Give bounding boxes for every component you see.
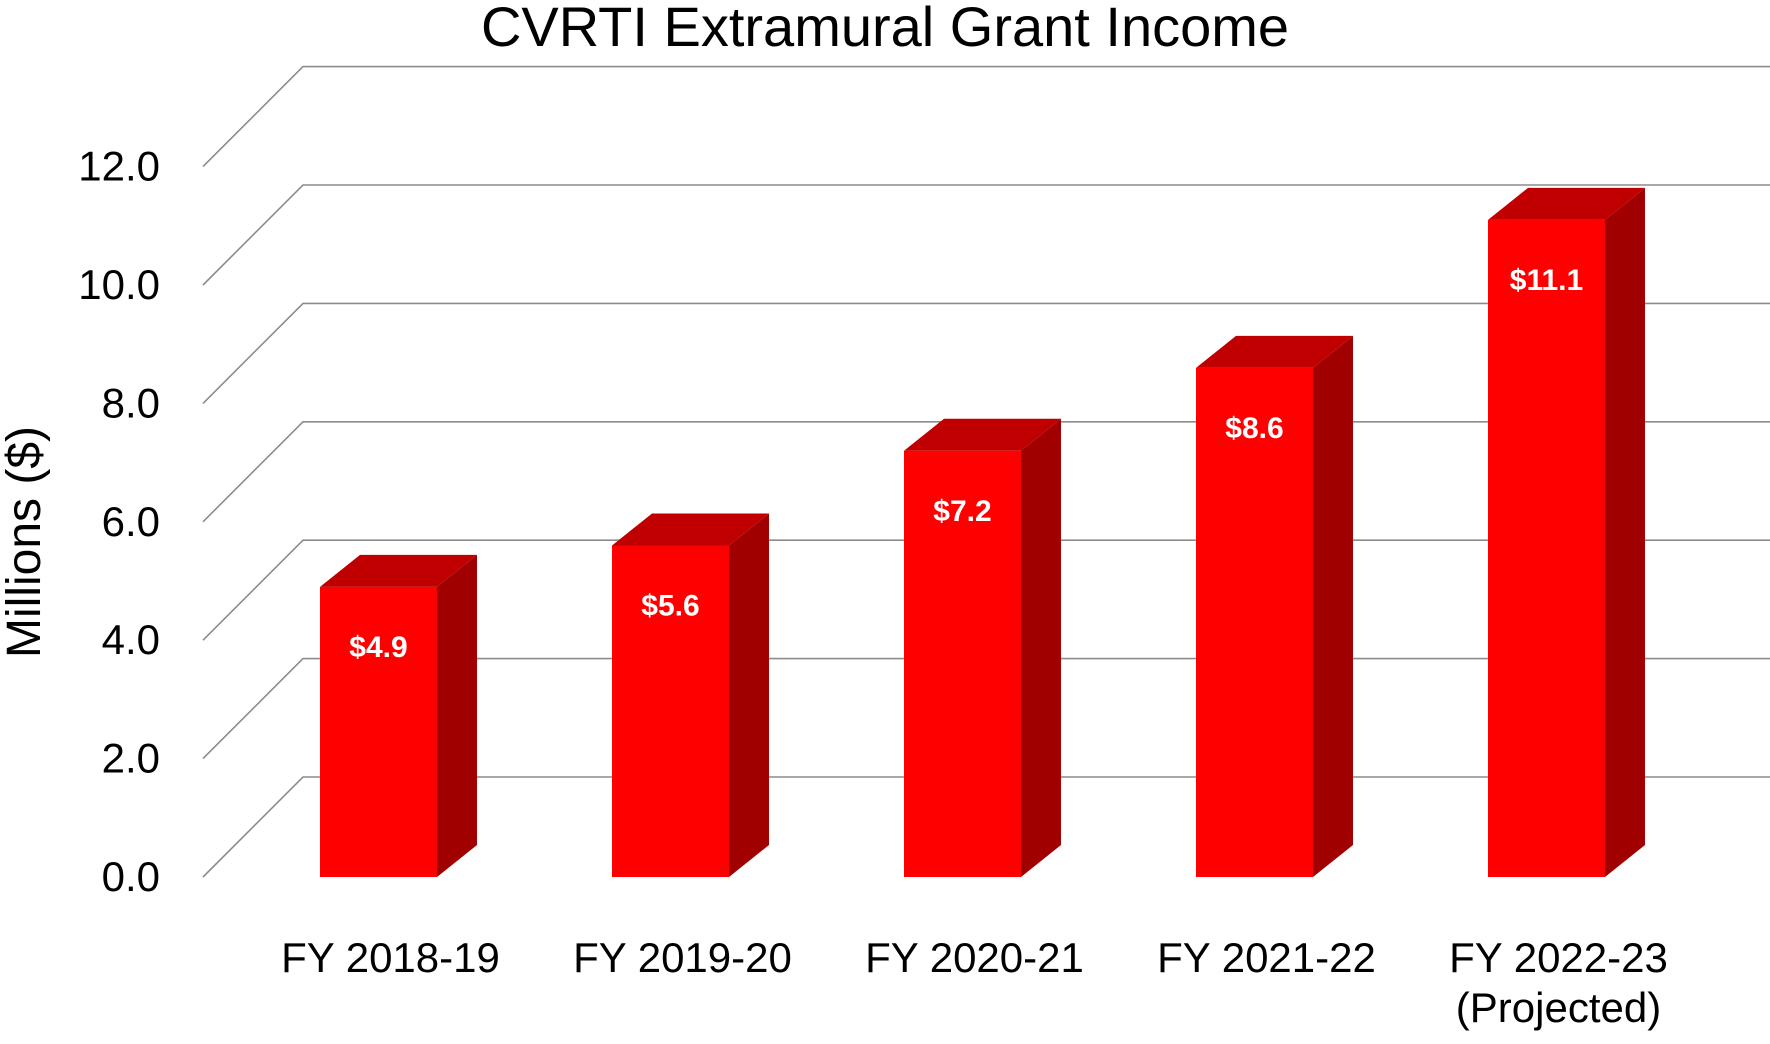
bar: $8.6 — [1196, 335, 1353, 877]
bar-top-face — [1488, 187, 1645, 220]
y-axis-label: Millions ($) — [0, 426, 51, 658]
bar-top-face — [320, 554, 477, 587]
bar-side-face — [437, 554, 477, 877]
y-axis-ticks: 0.0 2.0 4.0 6.0 8.0 10.0 12.0 — [78, 143, 160, 900]
bars: $4.9 $5.6 $7.2 $8.6 $11.1 — [320, 187, 1645, 877]
bar-side-face — [1021, 418, 1061, 877]
bar-front-face — [1488, 219, 1605, 877]
category-label: FY 2022-23 (Projected) — [1449, 934, 1668, 1031]
y-tick-label: 12.0 — [78, 143, 160, 190]
category-label: FY 2019-20 — [573, 934, 792, 981]
bar-side-face — [1605, 187, 1645, 877]
y-tick-label: 10.0 — [78, 261, 160, 308]
bar-top-face — [904, 418, 1061, 451]
chart-title: CVRTI Extramural Grant Income — [481, 0, 1289, 58]
bar-top-face — [1196, 335, 1353, 368]
gridline — [202, 302, 1770, 404]
y-tick-label: 6.0 — [102, 498, 160, 545]
y-tick-label: 0.0 — [102, 853, 160, 900]
bar: $11.1 — [1488, 187, 1645, 877]
bar-side-face — [729, 513, 769, 877]
category-label: FY 2021-22 — [1157, 934, 1376, 981]
gridline — [202, 65, 1770, 168]
data-label: $11.1 — [1510, 264, 1583, 297]
data-label: $4.9 — [349, 631, 407, 664]
bar: $7.2 — [904, 418, 1061, 877]
gridlines — [202, 65, 1770, 878]
data-label: $5.6 — [641, 589, 699, 622]
category-label: FY 2020-21 — [865, 934, 1084, 981]
y-tick-label: 4.0 — [102, 616, 160, 663]
y-tick-label: 2.0 — [102, 735, 160, 782]
data-label: $8.6 — [1225, 412, 1283, 445]
data-label: $7.2 — [933, 495, 991, 528]
y-tick-label: 8.0 — [102, 379, 160, 426]
bar-top-face — [612, 513, 769, 546]
bar-side-face — [1313, 335, 1353, 877]
bar-front-face — [320, 586, 437, 877]
bar: $4.9 — [320, 554, 477, 877]
bar-front-face — [1196, 367, 1313, 877]
x-axis-categories: FY 2018-19 FY 2019-20 FY 2020-21 FY 2021-22… — [281, 934, 1668, 1031]
gridline — [202, 184, 1770, 286]
category-label: FY 2018-19 — [281, 934, 500, 981]
bar-front-face — [904, 450, 1021, 877]
bar: $5.6 — [612, 513, 769, 877]
bar-front-face — [612, 545, 729, 877]
